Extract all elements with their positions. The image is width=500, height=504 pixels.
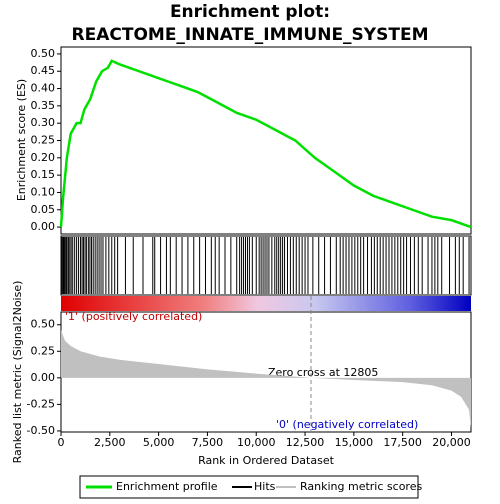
x-tick-label: 0 xyxy=(58,436,65,449)
y-tick-label: 0.10 xyxy=(31,185,56,198)
y-tick-label: 0.40 xyxy=(31,82,56,95)
y-tick-label: -0.50 xyxy=(27,424,55,437)
y-tick-label: 0.00 xyxy=(31,371,56,384)
y-tick-label: 0.00 xyxy=(31,220,56,233)
zero-cross-label: Zero cross at 12805 xyxy=(268,366,378,379)
chart-subtitle: REACTOME_INNATE_IMMUNE_SYSTEM xyxy=(72,25,429,45)
y-tick-label: 0.30 xyxy=(31,116,56,129)
x-axis-label: Rank in Ordered Dataset xyxy=(198,454,335,467)
y-tick-label: 0.05 xyxy=(31,203,56,216)
y-tick-label: 0.20 xyxy=(31,151,56,164)
y-axis-label: Ranked list metric (Signal2Noise) xyxy=(11,281,24,464)
legend-label: Enrichment profile xyxy=(116,480,218,493)
metric-area xyxy=(61,330,471,428)
pos-label: '1' (positively correlated) xyxy=(65,310,202,323)
x-tick-label: 15,000 xyxy=(335,436,374,449)
x-tick-label: 2,500 xyxy=(94,436,126,449)
x-tick-label: 17,500 xyxy=(383,436,422,449)
y-tick-label: -0.25 xyxy=(27,397,55,410)
x-tick-label: 12,500 xyxy=(286,436,325,449)
neg-label: '0' (negatively correlated) xyxy=(276,418,418,431)
legend-label: Hits xyxy=(254,480,276,493)
chart-title: Enrichment plot: xyxy=(170,2,330,22)
y-tick-label: 0.35 xyxy=(31,99,56,112)
color-bar xyxy=(61,296,471,311)
y-tick-label: 0.50 xyxy=(31,47,56,60)
es-line xyxy=(59,59,472,229)
y-tick-label: 0.45 xyxy=(31,64,56,77)
legend-label: Ranking metric scores xyxy=(300,480,422,493)
y-axis-label: Enrichment score (ES) xyxy=(15,79,28,201)
y-tick-label: 0.25 xyxy=(31,134,56,147)
x-tick-label: 20,000 xyxy=(432,436,471,449)
y-tick-label: 0.50 xyxy=(31,318,56,331)
x-tick-label: 10,000 xyxy=(237,436,276,449)
y-tick-label: 0.25 xyxy=(31,344,56,357)
x-tick-label: 7,500 xyxy=(192,436,224,449)
x-tick-label: 5,000 xyxy=(143,436,175,449)
y-tick-label: 0.15 xyxy=(31,168,56,181)
